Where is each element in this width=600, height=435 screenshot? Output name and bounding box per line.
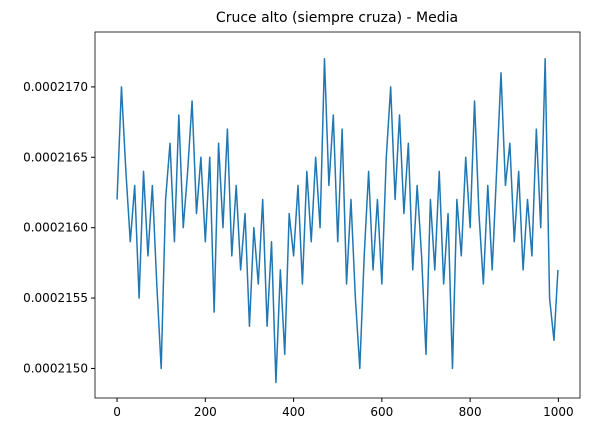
x-tick-label: 0 <box>113 405 121 419</box>
y-tick-label: 0.0002150 <box>23 361 88 375</box>
x-tick-label: 800 <box>459 405 482 419</box>
y-tick-label: 0.0002160 <box>23 221 88 235</box>
y-tick-label: 0.0002155 <box>23 291 88 305</box>
x-tick-label: 200 <box>194 405 217 419</box>
chart-title: Cruce alto (siempre cruza) - Media <box>216 10 458 26</box>
x-tick-label: 400 <box>282 405 305 419</box>
y-tick-label: 0.0002165 <box>23 150 88 164</box>
x-tick-label: 600 <box>370 405 393 419</box>
axes-frame <box>94 31 581 399</box>
data-line <box>116 58 559 384</box>
y-tick-label: 0.0002170 <box>23 80 88 94</box>
x-tick-label: 1000 <box>543 405 574 419</box>
